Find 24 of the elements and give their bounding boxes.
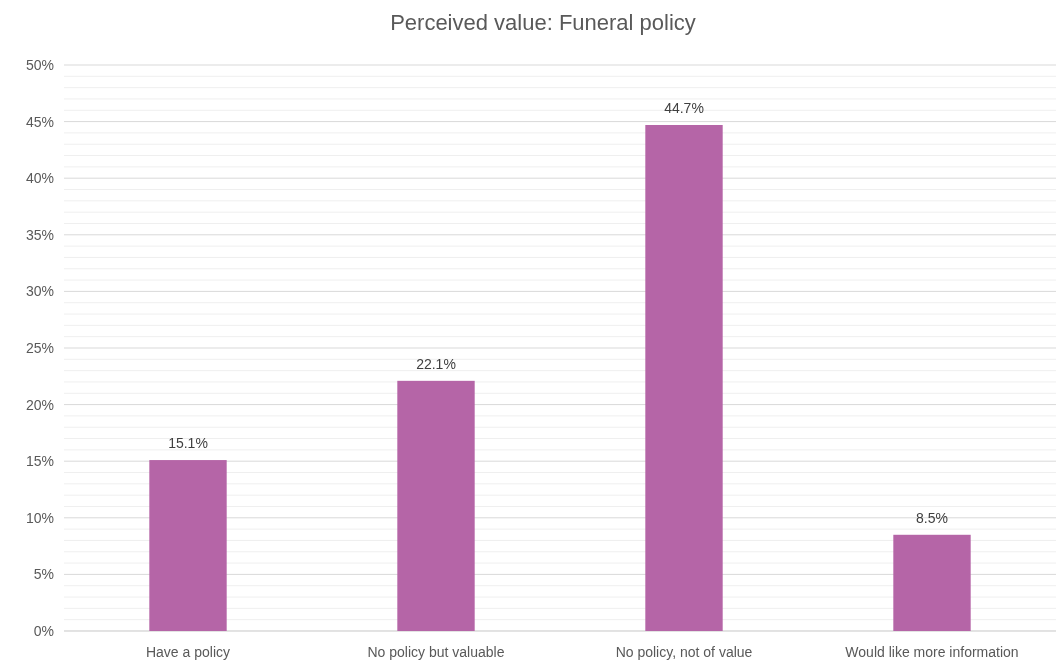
x-tick-label: Would like more information [845, 644, 1019, 660]
y-tick-label: 0% [33, 622, 54, 639]
y-tick-label: 30% [25, 283, 54, 300]
y-tick-label: 40% [25, 170, 54, 187]
y-tick-label: 35% [25, 226, 54, 243]
y-tick-label: 25% [25, 339, 54, 356]
bar [149, 460, 227, 631]
x-tick-label: Have a policy [145, 644, 231, 660]
bar [645, 125, 723, 631]
data-label: 22.1% [416, 355, 456, 372]
y-tick-label: 20% [25, 396, 54, 413]
y-tick-label: 45% [25, 113, 54, 130]
y-tick-label: 50% [25, 56, 54, 73]
bar [397, 380, 475, 631]
x-tick-label: No policy but valuable [367, 644, 505, 660]
x-tick-label: No policy, not of value [615, 644, 753, 660]
y-tick-label: 15% [25, 453, 54, 470]
data-label: 15.1% [168, 435, 208, 452]
chart-title: Perceived value: Funeral policy [390, 10, 696, 35]
y-tick-label: 5% [33, 566, 54, 583]
y-tick-label: 10% [25, 509, 54, 526]
bar [893, 534, 971, 631]
data-label: 44.7% [664, 100, 704, 116]
data-label: 8.5% [916, 509, 948, 526]
